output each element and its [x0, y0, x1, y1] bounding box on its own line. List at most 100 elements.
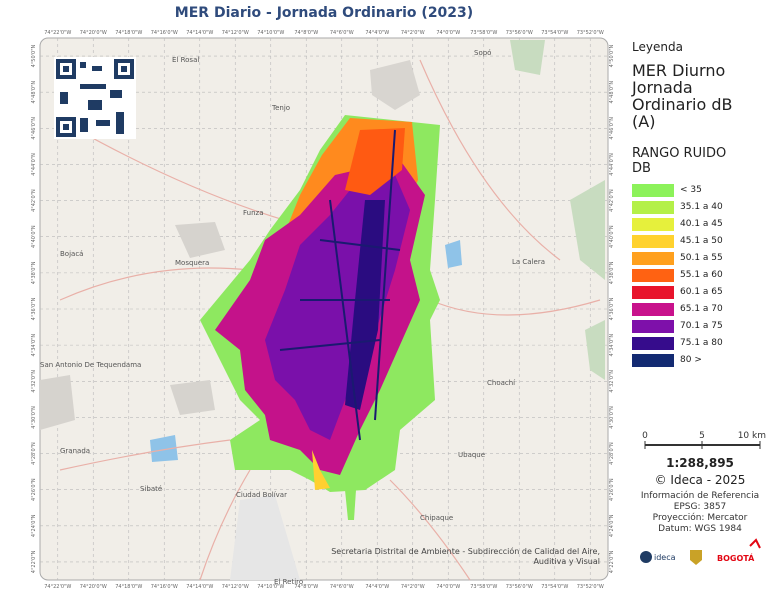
coord-label: 4°22'0"N [609, 550, 615, 573]
coord-label: 4°50'0"N [609, 44, 615, 67]
coord-label: 4°48'0"N [609, 81, 615, 104]
place-label: Funza [243, 209, 263, 217]
coord-label: 4°32'0"N [31, 370, 37, 393]
legend-swatch [632, 303, 674, 316]
coord-label: 74°14'0"W [186, 584, 213, 590]
place-label: Choachí [487, 379, 516, 387]
scale-ratio: 1:288,895 [666, 456, 734, 470]
legend-label: 70.1 a 75 [680, 321, 723, 331]
coordinate-labels: 74°22'0"W 74°22'0"W 74°20'0"W 74°20'0"W 74°1… [31, 30, 615, 590]
place-label: Bojacá [60, 250, 83, 258]
legend-swatch [632, 235, 674, 248]
scale-label: 0 [642, 431, 648, 441]
coord-label: 4°50'0"N [31, 44, 37, 67]
reference-title: Información de Referencia [640, 491, 760, 501]
coord-label: 74°6'0"W [330, 30, 354, 36]
coord-label: 73°52'0"W [577, 584, 604, 590]
coord-label: 74°2'0"W [401, 30, 425, 36]
place-labels: El Rosal Tenjo Sopó Funza Mosquera Bojacá La C… [40, 49, 545, 586]
coord-label: 74°12'0"W [222, 30, 249, 36]
coord-label: 4°42'0"N [609, 189, 615, 212]
place-label: Chipaque [420, 514, 453, 522]
coord-label: 74°10'0"W [257, 584, 284, 590]
terrain [40, 40, 605, 581]
legend-layer: MER Diurno Jornada Ordinario dB (A) [632, 61, 733, 131]
coord-label: 4°34'0"N [31, 334, 37, 357]
scale-bar [644, 441, 761, 449]
logo-bogota: BOGOTÁ [717, 552, 755, 563]
reference-line: Proyección: Mercator [652, 513, 748, 523]
legend-range-title: RANGO RUIDO DB [632, 146, 727, 176]
coord-label: 73°52'0"W [577, 30, 604, 36]
coord-label: 74°4'0"W [365, 30, 389, 36]
coord-label: 74°20'0"W [80, 30, 107, 36]
scale-labels: 0 5 10 km [642, 431, 766, 441]
place-label: El Rosal [172, 56, 199, 64]
coord-label: 74°18'0"W [115, 30, 142, 36]
legend-label: 55.1 a 60 [680, 270, 723, 280]
legend-swatch [632, 337, 674, 350]
copyright: © Ideca - 2025 [654, 473, 746, 487]
coord-label: 4°46'0"N [609, 117, 615, 140]
place-label: Ciudad Bolívar [236, 491, 287, 499]
coord-label: 74°14'0"W [186, 30, 213, 36]
legend-swatch [632, 252, 674, 265]
legend-swatch [632, 269, 674, 282]
map-title: MER Diario - Jornada Ordinario (2023) [174, 5, 474, 21]
legend-label: 60.1 a 65 [680, 287, 723, 297]
legend-swatch [632, 320, 674, 333]
coord-label: 4°44'0"N [609, 153, 615, 176]
legend-swatch [632, 286, 674, 299]
coord-label: 74°4'0"W [365, 584, 389, 590]
coord-label: 4°24'0"N [31, 514, 37, 537]
coord-label: 4°40'0"N [31, 225, 37, 248]
coord-label: 4°30'0"N [609, 406, 615, 429]
noise-surface [200, 115, 440, 520]
coord-label: 4°28'0"N [31, 442, 37, 465]
logos [640, 538, 761, 565]
place-label: Granada [60, 447, 90, 455]
coord-label: 4°26'0"N [31, 478, 37, 501]
coord-label: 74°10'0"W [257, 30, 284, 36]
legend-label: 80 > [680, 355, 702, 365]
legend-swatch [632, 218, 674, 231]
legend-label: 35.1 a 40 [680, 202, 723, 212]
reference-info: Información de Referencia EPSG: 3857 Pro… [630, 491, 770, 535]
coord-label: 73°56'0"W [506, 30, 533, 36]
legend-heading: Leyenda [632, 40, 683, 54]
qr-code [54, 57, 136, 139]
coord-label: 4°42'0"N [31, 189, 37, 212]
coord-label: 74°22'0"W [44, 584, 71, 590]
reference-line: EPSG: 3857 [673, 502, 727, 512]
legend-label: 45.1 a 50 [680, 236, 723, 246]
coord-label: 74°16'0"W [151, 584, 178, 590]
scale-label: 10 km [738, 431, 766, 441]
coord-label: 4°22'0"N [31, 550, 37, 573]
place-label: Sopó [474, 49, 491, 57]
legend-label: 75.1 a 80 [680, 338, 723, 348]
legend-label: 65.1 a 70 [680, 304, 723, 314]
coord-label: 73°54'0"W [541, 584, 568, 590]
place-label: San Antonio De Tequendama [40, 361, 141, 369]
coord-label: 74°22'0"W [44, 30, 71, 36]
coord-label: 74°16'0"W [151, 30, 178, 36]
scale-label: 5 [699, 431, 705, 441]
coord-label: 4°34'0"N [609, 334, 615, 357]
coord-label: 74°6'0"W [330, 584, 354, 590]
coord-label: 4°32'0"N [609, 370, 615, 393]
coord-label: 4°26'0"N [609, 478, 615, 501]
reference-line: Datum: WGS 1984 [658, 524, 742, 534]
coord-label: 4°40'0"N [609, 225, 615, 248]
coord-label: 74°0'0"W [436, 30, 460, 36]
coord-label: 73°54'0"W [541, 30, 568, 36]
coord-label: 74°18'0"W [115, 584, 142, 590]
coord-label: 73°58'0"W [470, 584, 497, 590]
logo-ideca: ideca [654, 553, 676, 562]
place-label: La Calera [512, 258, 545, 266]
legend-swatch [632, 354, 674, 367]
place-label: El Retiro [274, 578, 303, 586]
coord-label: 4°30'0"N [31, 406, 37, 429]
coord-label: 73°56'0"W [506, 584, 533, 590]
coord-label: 74°2'0"W [401, 584, 425, 590]
